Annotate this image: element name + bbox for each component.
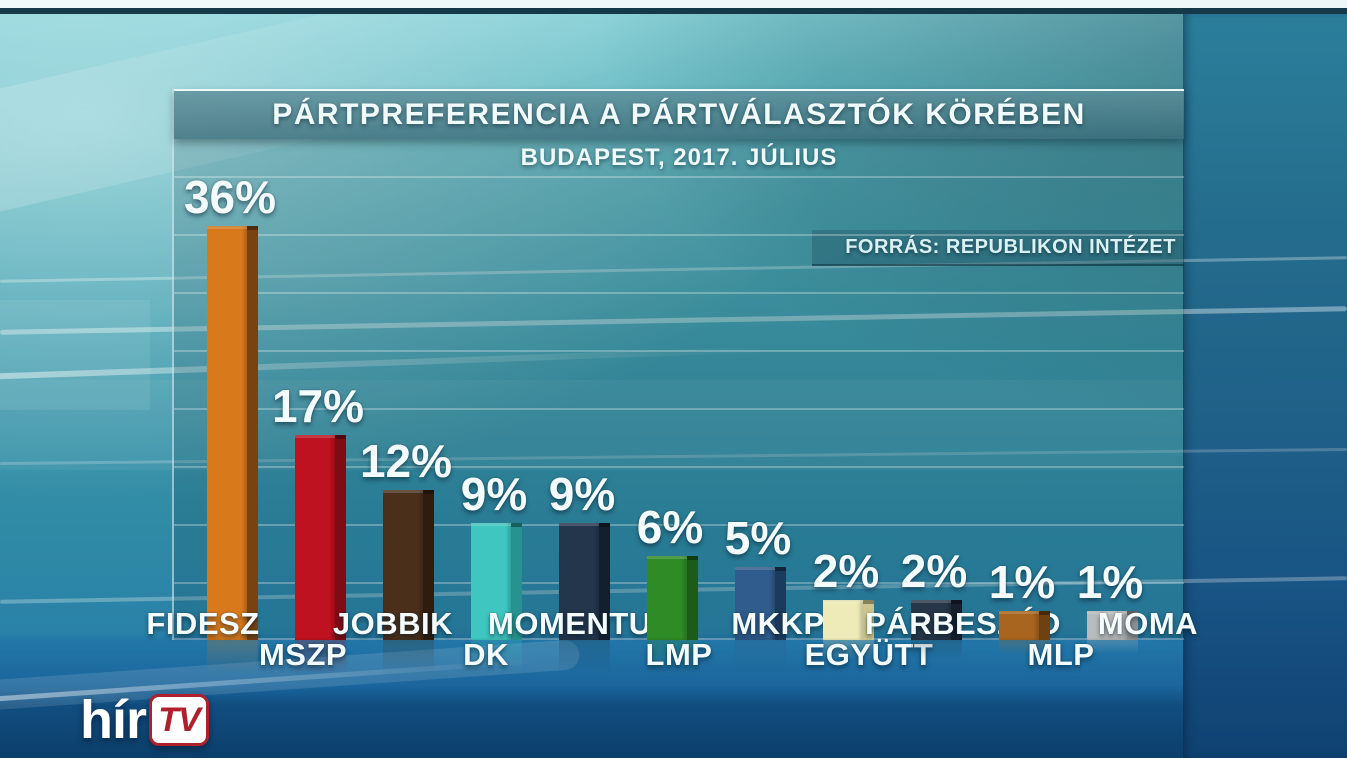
bar-reflection-jobbik: [383, 640, 434, 678]
bar-reflection-moma: [1087, 640, 1138, 656]
gridline: [174, 176, 1184, 178]
background-patch: [0, 300, 150, 410]
chart-title: PÁRTPREFERENCIA A PÁRTVÁLASZTÓK KÖRÉBEN: [272, 98, 1086, 131]
value-label-p-rbesz-d: 2%: [900, 545, 968, 597]
bar-side-moma: [1127, 611, 1138, 640]
bar-side-mszp: [335, 435, 346, 640]
bar-fidesz: [207, 226, 258, 678]
bar-face-lmp: [647, 556, 687, 640]
bar-face-p-rbesz-d: [911, 600, 951, 640]
value-label-mszp: 17%: [271, 380, 365, 432]
source-strip: FORRÁS: REPUBLIKON INTÉZET: [812, 230, 1184, 266]
category-label-lmp: LMP: [645, 637, 713, 672]
bar-side-p-rbesz-d: [951, 600, 962, 640]
gridline: [174, 408, 1184, 410]
category-label-egy-tt: EGYÜTT: [804, 637, 934, 672]
bar-side-momentum: [599, 523, 610, 640]
gridline: [174, 292, 1184, 294]
value-label-dk: 9%: [460, 468, 528, 520]
value-label-jobbik: 12%: [359, 435, 453, 487]
source-label: FORRÁS: REPUBLIKON INTÉZET: [845, 235, 1176, 258]
bar-p-rbesz-d: [911, 600, 962, 662]
bar-reflection-fidesz: [207, 640, 258, 678]
bar-face-moma: [1087, 611, 1127, 640]
category-label-mkkp: MKKP: [731, 606, 825, 641]
bar-jobbik: [383, 490, 434, 678]
chart-subtitle: BUDAPEST, 2017. JÚLIUS: [520, 144, 838, 171]
top-white-strip: [0, 0, 1347, 8]
gridline: [174, 466, 1184, 468]
category-label-jobbik: JOBBIK: [332, 606, 454, 641]
bar-reflection-dk: [471, 640, 522, 678]
channel-logo: hír TV: [80, 690, 210, 750]
bar-egy-tt: [823, 600, 874, 662]
bar-face-egy-tt: [823, 600, 863, 640]
top-dark-line: [0, 8, 1347, 14]
bar-mszp: [295, 435, 346, 678]
bar-reflection-mlp: [999, 640, 1050, 656]
value-label-momentum: 9%: [548, 468, 616, 520]
bar-momentum: [559, 523, 610, 678]
value-label-lmp: 6%: [636, 501, 704, 553]
gridline: [174, 524, 1184, 526]
bar-face-mszp: [295, 435, 335, 640]
channel-logo-badge-text: TV: [158, 700, 200, 739]
bar-side-mkkp: [775, 567, 786, 640]
bar-reflection-mszp: [295, 640, 346, 678]
value-label-moma: 1%: [1076, 556, 1144, 608]
background-right-band: [1183, 14, 1347, 758]
bar-side-dk: [511, 523, 522, 640]
gridline: [174, 234, 1184, 236]
bar-reflection-momentum: [559, 640, 610, 678]
chart-title-banner: PÁRTPREFERENCIA A PÁRTVÁLASZTÓK KÖRÉBEN: [174, 89, 1184, 139]
category-label-momentum: MOMENTUM: [488, 606, 678, 641]
bar-face-mkkp: [735, 567, 775, 640]
bar-face-dk: [471, 523, 511, 640]
bar-side-jobbik: [423, 490, 434, 640]
bar-reflection-p-rbesz-d: [911, 640, 962, 662]
bar-side-egy-tt: [863, 600, 874, 640]
bar-face-momentum: [559, 523, 599, 640]
bar-face-jobbik: [383, 490, 423, 640]
bar-reflection-mkkp: [735, 640, 786, 678]
category-label-moma: MOMA: [1097, 606, 1199, 641]
bar-lmp: [647, 556, 698, 678]
gridline: [174, 350, 1184, 352]
bar-face-mlp: [999, 611, 1039, 640]
bar-face-fidesz: [207, 226, 247, 640]
bar-side-mlp: [1039, 611, 1050, 640]
category-label-mszp: MSZP: [258, 637, 348, 672]
value-label-fidesz: 36%: [183, 171, 277, 223]
category-label-fidesz: FIDESZ: [146, 606, 260, 641]
category-label-mlp: MLP: [1027, 637, 1095, 672]
channel-logo-badge: TV: [149, 694, 210, 746]
value-label-mkkp: 5%: [724, 512, 792, 564]
bar-reflection-egy-tt: [823, 640, 874, 662]
value-label-egy-tt: 2%: [812, 545, 880, 597]
bar-reflection-lmp: [647, 640, 698, 678]
bar-moma: [1087, 611, 1138, 656]
value-label-mlp: 1%: [988, 556, 1056, 608]
bar-mlp: [999, 611, 1050, 656]
channel-logo-text: hír: [80, 690, 147, 750]
bar-mkkp: [735, 567, 786, 678]
category-label-dk: DK: [463, 637, 509, 672]
bar-side-fidesz: [247, 226, 258, 640]
bar-side-lmp: [687, 556, 698, 640]
bar-dk: [471, 523, 522, 678]
